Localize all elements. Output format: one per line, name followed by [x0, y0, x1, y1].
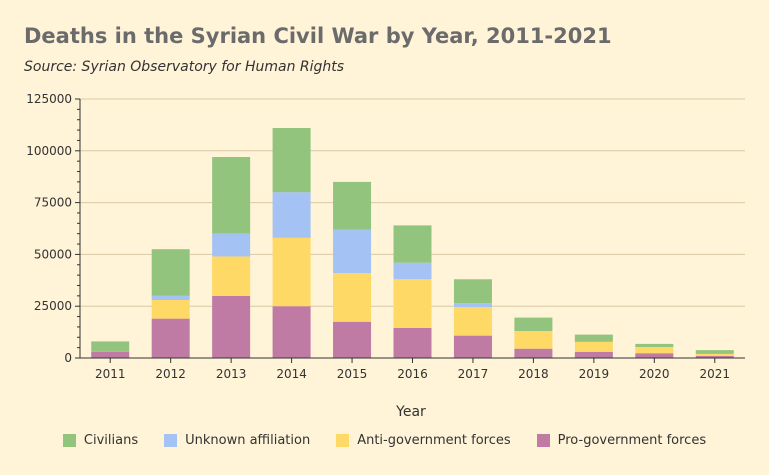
x-axis-label: Year	[395, 404, 426, 420]
bar-anti-government-forces-2014	[272, 237, 311, 307]
bar-civilians-2021	[695, 350, 734, 354]
bar-civilians-2011	[91, 341, 130, 352]
bar-pro-government-forces-2020	[635, 353, 674, 358]
bar-unknown-affiliation-2015	[333, 229, 372, 274]
bar-civilians-2017	[453, 279, 492, 304]
bar-unknown-affiliation-2012	[151, 295, 190, 300]
y-tick-label: 25000	[34, 299, 72, 313]
bar-anti-government-forces-2017	[453, 307, 492, 336]
y-tick-label: 100000	[26, 144, 72, 158]
legend-swatch	[536, 434, 550, 447]
bars	[91, 128, 734, 358]
bar-civilians-2020	[635, 343, 674, 348]
y-tick-labels: 0 25000 50000 75000 100000 125000	[26, 92, 72, 365]
x-tick-label: 2014	[276, 367, 307, 381]
legend-item: Anti-government forces	[336, 433, 511, 448]
bar-anti-government-forces-2018	[514, 331, 553, 349]
legend-label: Civilians	[83, 433, 139, 448]
bar-pro-government-forces-2018	[514, 348, 553, 358]
legend-swatch	[62, 434, 76, 447]
bar-pro-government-forces-2017	[453, 335, 492, 358]
x-tick-label: 2016	[397, 367, 428, 381]
bar-civilians-2016	[393, 225, 432, 263]
x-tick-labels: 2011 2012 2013 2014 2015 2016 2017 2018 2019 2020…	[95, 367, 730, 381]
x-tick-label: 2013	[216, 367, 247, 381]
y-tick-label: 50000	[34, 247, 72, 261]
legend-swatch	[336, 434, 350, 447]
bar-pro-government-forces-2011	[91, 351, 130, 358]
bar-pro-government-forces-2016	[393, 327, 432, 358]
y-tick-label: 125000	[26, 92, 72, 106]
y-tick-label: 0	[64, 351, 72, 365]
bar-civilians-2012	[151, 249, 190, 296]
bar-pro-government-forces-2012	[151, 318, 190, 358]
chart-title: Deaths in the Syrian Civil War by Year, …	[24, 24, 612, 48]
x-tick-label: 2021	[699, 367, 730, 381]
axes	[75, 98, 745, 363]
x-tick-label: 2012	[155, 367, 186, 381]
x-tick-label: 2015	[337, 367, 368, 381]
legend-item: Unknown affiliation	[164, 433, 310, 448]
bar-anti-government-forces-2012	[151, 299, 190, 319]
legend-item: Civilians	[62, 433, 139, 448]
legend-item: Pro-government forces	[536, 433, 707, 448]
bar-pro-government-forces-2014	[272, 306, 311, 358]
bar-anti-government-forces-2013	[212, 256, 251, 296]
bar-civilians-2014	[272, 128, 311, 193]
y-tick-label: 75000	[34, 196, 72, 210]
bar-pro-government-forces-2015	[333, 321, 372, 358]
bar-pro-government-forces-2019	[574, 351, 613, 358]
bar-civilians-2018	[514, 317, 553, 332]
legend-label: Pro-government forces	[557, 433, 707, 448]
bar-anti-government-forces-2015	[333, 273, 372, 322]
x-tick-label: 2018	[518, 367, 549, 381]
bar-anti-government-forces-2021	[695, 353, 734, 356]
bar-anti-government-forces-2016	[393, 279, 432, 328]
bar-unknown-affiliation-2016	[393, 262, 432, 280]
bar-anti-government-forces-2019	[574, 341, 613, 352]
x-tick-label: 2020	[639, 367, 670, 381]
bar-civilians-2019	[574, 334, 613, 342]
bar-civilians-2015	[333, 181, 372, 230]
bar-pro-government-forces-2021	[695, 355, 734, 358]
legend-label: Anti-government forces	[357, 433, 511, 448]
legend-swatch	[164, 434, 178, 447]
bar-anti-government-forces-2020	[635, 347, 674, 354]
bar-pro-government-forces-2013	[212, 295, 251, 358]
x-tick-label: 2011	[95, 367, 126, 381]
x-tick-label: 2019	[579, 367, 610, 381]
bar-civilians-2013	[212, 157, 251, 234]
legend: Civilians Unknown affiliation Anti-governm…	[0, 433, 769, 448]
bar-unknown-affiliation-2014	[272, 192, 311, 238]
chart-subtitle: Source: Syrian Observatory for Human Rig…	[24, 59, 345, 75]
bar-unknown-affiliation-2013	[212, 233, 251, 257]
x-tick-label: 2017	[458, 367, 489, 381]
bar-unknown-affiliation-2017	[453, 303, 492, 308]
legend-label: Unknown affiliation	[185, 433, 311, 448]
